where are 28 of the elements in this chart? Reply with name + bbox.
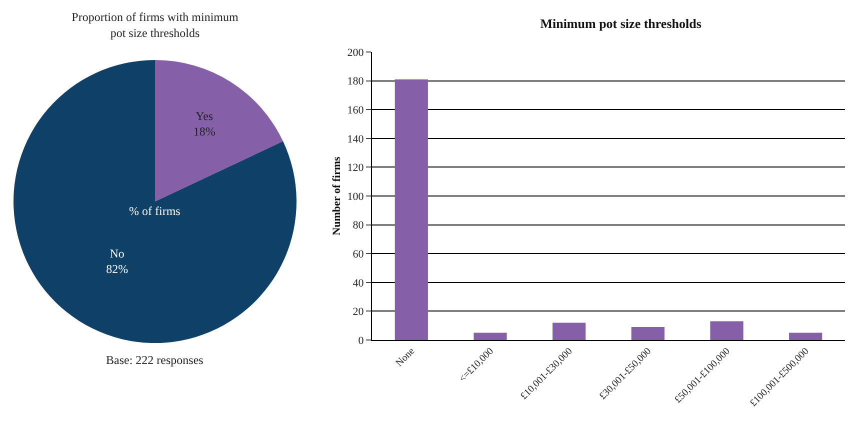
y-tick-label: 160 bbox=[347, 104, 364, 116]
bar bbox=[394, 79, 428, 340]
slice-label: Yes bbox=[196, 108, 214, 123]
pie-slice bbox=[155, 60, 284, 202]
pie-slice bbox=[14, 60, 296, 343]
y-tick-label: 100 bbox=[347, 190, 364, 203]
y-tick-label: 80 bbox=[352, 220, 364, 232]
y-tick-label: 120 bbox=[347, 162, 364, 174]
bar bbox=[631, 327, 664, 340]
chart-title: Minimum pot size thresholds bbox=[540, 16, 702, 32]
data-label: 82% bbox=[106, 262, 128, 276]
y-tick-label: 40 bbox=[352, 277, 364, 290]
text: % of firms bbox=[129, 204, 181, 218]
y-axis-title: Number of firms bbox=[331, 156, 343, 236]
bar bbox=[789, 332, 822, 340]
data-label: 18% bbox=[193, 124, 216, 139]
chart-title: Proportion of firms with minimum pot size thresholds bbox=[72, 10, 239, 40]
text: Base: 222 responses bbox=[106, 353, 204, 367]
slice-label: No bbox=[110, 246, 124, 260]
bar bbox=[710, 321, 744, 340]
y-tick-label: 20 bbox=[352, 306, 364, 318]
y-tick-label: 0 bbox=[358, 334, 364, 347]
bar bbox=[552, 322, 586, 340]
y-tick-label: 60 bbox=[352, 248, 364, 260]
y-tick-label: 180 bbox=[347, 76, 364, 88]
y-tick-label: 140 bbox=[347, 133, 364, 146]
y-tick-label: 200 bbox=[347, 46, 364, 59]
bar bbox=[474, 332, 507, 340]
